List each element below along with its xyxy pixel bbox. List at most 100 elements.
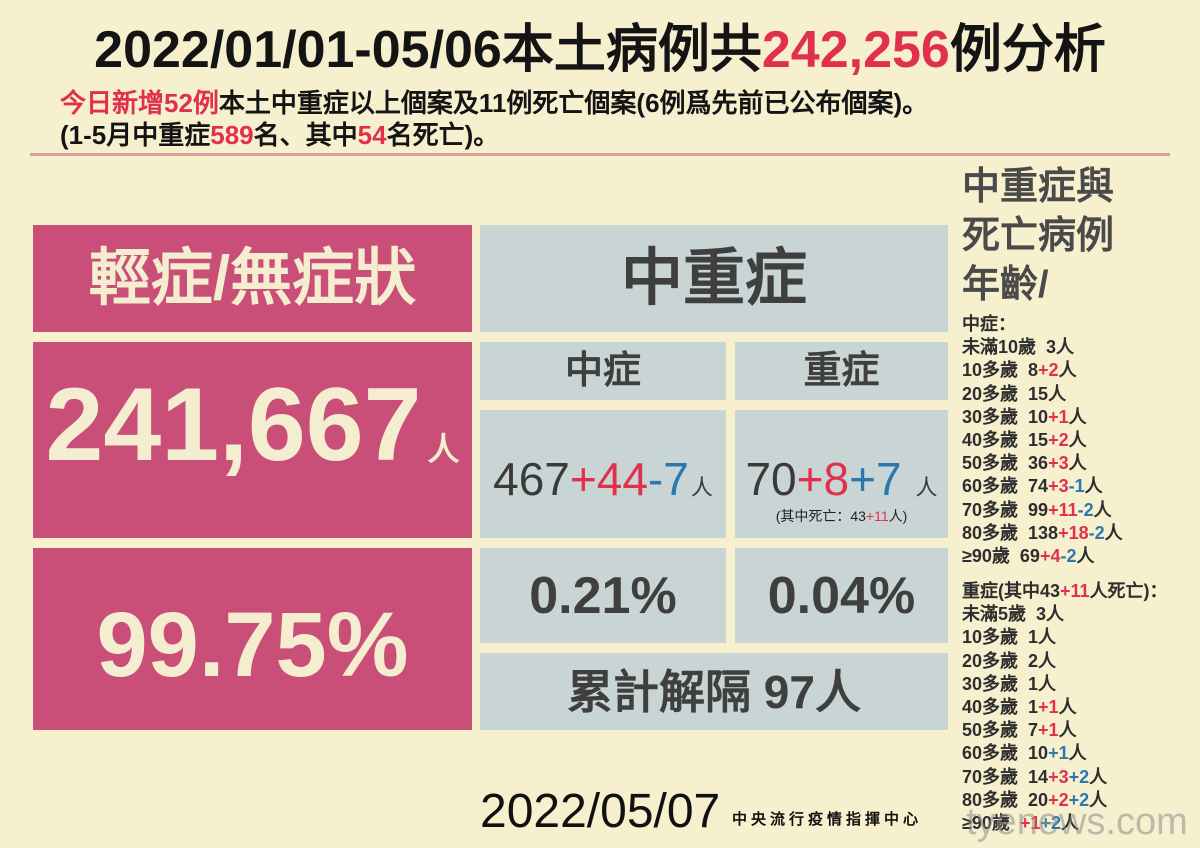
age-group-label: ≥90歲 bbox=[962, 812, 1010, 833]
count-segment: 人 bbox=[1038, 627, 1057, 648]
age-group-count: 10+1人 bbox=[1028, 407, 1087, 427]
severe-header: 中重症 bbox=[620, 243, 807, 313]
count-segment: 人 bbox=[1104, 522, 1123, 543]
age-group-label: 10多歲 bbox=[962, 627, 1019, 648]
count-segment: 人 bbox=[1058, 720, 1077, 741]
critical-heading-segment-new: +11 bbox=[1060, 581, 1090, 601]
count-segment: 人 bbox=[1058, 696, 1077, 717]
moderate-percent-cell: 0.21% bbox=[480, 548, 726, 643]
count-segment-change: +1 bbox=[1048, 743, 1069, 764]
count-segment: 人 bbox=[1093, 499, 1112, 520]
critical-label-cell: 重症 bbox=[735, 342, 948, 400]
age-group-label: 60多歲 bbox=[962, 476, 1019, 497]
subtitle-segment: 本土中重症以上個案及11例死亡個案(6例爲先前已公布個案)。 bbox=[218, 88, 929, 118]
count-segment: 人 bbox=[1089, 789, 1108, 810]
count-segment: 人 bbox=[1038, 673, 1057, 694]
age-group-count: 99+11-2人 bbox=[1028, 500, 1112, 520]
age-row: 50多歲 36+3人 bbox=[962, 452, 1123, 475]
age-group-label: 30多歲 bbox=[962, 406, 1019, 427]
age-group-count: +1+2人 bbox=[1020, 813, 1079, 833]
moderate-unit: 人 bbox=[690, 475, 713, 500]
age-row: ≥90歲 69+4-2人 bbox=[962, 545, 1123, 568]
age-row: 10多歲 8+2人 bbox=[962, 359, 1123, 382]
age-group-count: 2人 bbox=[1028, 651, 1056, 671]
watermark: tyenews.com bbox=[966, 801, 1188, 843]
moderate-percent: 0.21% bbox=[529, 566, 677, 625]
subtitle-line-1: 今日新增52例本土中重症以上個案及11例死亡個案(6例爲先前已公布個案)。 bbox=[60, 87, 928, 119]
moderate-new-count: +44 bbox=[569, 453, 648, 505]
released-cell: 累計解隔 97人 bbox=[480, 653, 948, 730]
count-segment-new: +18 bbox=[1058, 522, 1089, 543]
age-group-count: 1人 bbox=[1028, 674, 1056, 694]
subtitle-segment-new: 今日新增52例 bbox=[60, 88, 219, 118]
count-segment-change: -1 bbox=[1068, 476, 1085, 497]
count-segment-new: +1 bbox=[1048, 406, 1069, 427]
critical-age-rows: 未滿5歲 3人 10多歲 1人 20多歲 2人 30多歲 1人 40多歲 1+1人 50多歲 7+1人… bbox=[962, 603, 1168, 835]
age-panel-title-line: 中重症與 bbox=[962, 166, 1115, 208]
age-group-count: 1人 bbox=[1028, 627, 1056, 647]
count-segment: 15 bbox=[1028, 383, 1049, 404]
age-row: 40多歲 15+2人 bbox=[962, 429, 1123, 452]
subtitle-segment: (1-5月中重症 bbox=[60, 120, 211, 150]
title-segment-new: 242,256 bbox=[761, 21, 950, 79]
mild-count-line: 241,667 人 bbox=[46, 373, 460, 508]
count-segment: 人 bbox=[1068, 406, 1087, 427]
moderate-count-cell: 467+44-7人 bbox=[480, 410, 726, 538]
count-segment: 1 bbox=[1028, 627, 1039, 648]
count-segment: 3 bbox=[1036, 604, 1047, 625]
count-segment: 人 bbox=[1038, 650, 1057, 671]
count-segment-change: +2 bbox=[1068, 789, 1090, 810]
count-segment: 3 bbox=[1046, 337, 1057, 358]
count-segment: 2 bbox=[1028, 650, 1039, 671]
count-segment-new: +2 bbox=[1048, 789, 1069, 810]
report-date: 2022/05/07 bbox=[480, 785, 721, 838]
age-row: 60多歲 10+1人 bbox=[962, 742, 1168, 765]
mild-header: 輕症/無症狀 bbox=[88, 243, 417, 313]
count-segment-change: -2 bbox=[1088, 522, 1105, 543]
count-segment-new: +1 bbox=[1038, 720, 1059, 741]
count-segment: 69 bbox=[1019, 545, 1040, 566]
age-group-label: 80多歲 bbox=[962, 789, 1019, 810]
age-row: 60多歲 74+3-1人 bbox=[962, 475, 1123, 498]
age-group-label: 未滿10歲 bbox=[962, 337, 1037, 358]
age-row: 40多歲 1+1人 bbox=[962, 696, 1168, 719]
count-segment-change: -2 bbox=[1060, 545, 1077, 566]
moderate-age-rows: 未滿10歲 3人 10多歲 8+2人 20多歲 15人 30多歲 10+1人 40多歲 15+2人… bbox=[962, 336, 1123, 568]
death-note-segment: (其中死亡：43 bbox=[775, 508, 866, 524]
age-row: 未滿5歲 3人 bbox=[962, 603, 1168, 626]
age-row: 未滿10歲 3人 bbox=[962, 336, 1123, 359]
critical-age-list: 重症(其中43+11人死亡)： 未滿5歲 3人 10多歲 1人 20多歲 2人 30多歲 1人… bbox=[962, 580, 1168, 835]
page-title: 2022/01/01-05/06本土病例共242,256例分析 bbox=[0, 19, 1200, 81]
critical-percent: 0.04% bbox=[767, 566, 916, 625]
divider bbox=[30, 153, 1170, 156]
count-segment: 人 bbox=[1068, 743, 1087, 764]
age-row: 70多歲 99+11-2人 bbox=[962, 499, 1123, 522]
count-segment: 14 bbox=[1028, 766, 1049, 787]
count-segment-new: +1 bbox=[1019, 812, 1041, 833]
title-segment: 例分析 bbox=[949, 21, 1106, 79]
moderate-base-count: 467 bbox=[493, 453, 570, 505]
age-group-label: 70多歲 bbox=[962, 499, 1019, 520]
subtitle-segment-new: 589 bbox=[210, 120, 254, 150]
age-group-count: 7+1人 bbox=[1028, 720, 1077, 740]
moderate-age-heading: 中症： bbox=[962, 314, 1016, 334]
mild-count-cell: 241,667 人 bbox=[33, 342, 472, 538]
age-group-count: 20+2+2人 bbox=[1028, 790, 1107, 810]
critical-percent-cell: 0.04% bbox=[735, 548, 948, 643]
critical-heading-segment: 人死亡)： bbox=[1089, 581, 1168, 601]
age-group-label: 60多歲 bbox=[962, 743, 1019, 764]
count-segment-new: +11 bbox=[1048, 499, 1078, 520]
count-segment: 138 bbox=[1028, 522, 1059, 543]
age-row: 30多歲 1人 bbox=[962, 673, 1168, 696]
critical-count-cell: 70+8+7 人 (其中死亡：43+11人) bbox=[735, 410, 948, 538]
moderate-label: 中症 bbox=[564, 350, 641, 392]
age-row: ≥90歲 +1+2人 bbox=[962, 812, 1168, 835]
critical-unit: 人 bbox=[915, 475, 938, 500]
count-segment: 人 bbox=[1056, 337, 1075, 358]
count-segment: 8 bbox=[1028, 360, 1039, 381]
count-segment: 人 bbox=[1089, 766, 1108, 787]
count-segment-new: +1 bbox=[1038, 696, 1059, 717]
critical-death-note: (其中死亡：43+11人) bbox=[735, 507, 948, 525]
mild-percent: 99.75% bbox=[96, 594, 409, 696]
death-note-segment-new: +11 bbox=[865, 508, 889, 524]
